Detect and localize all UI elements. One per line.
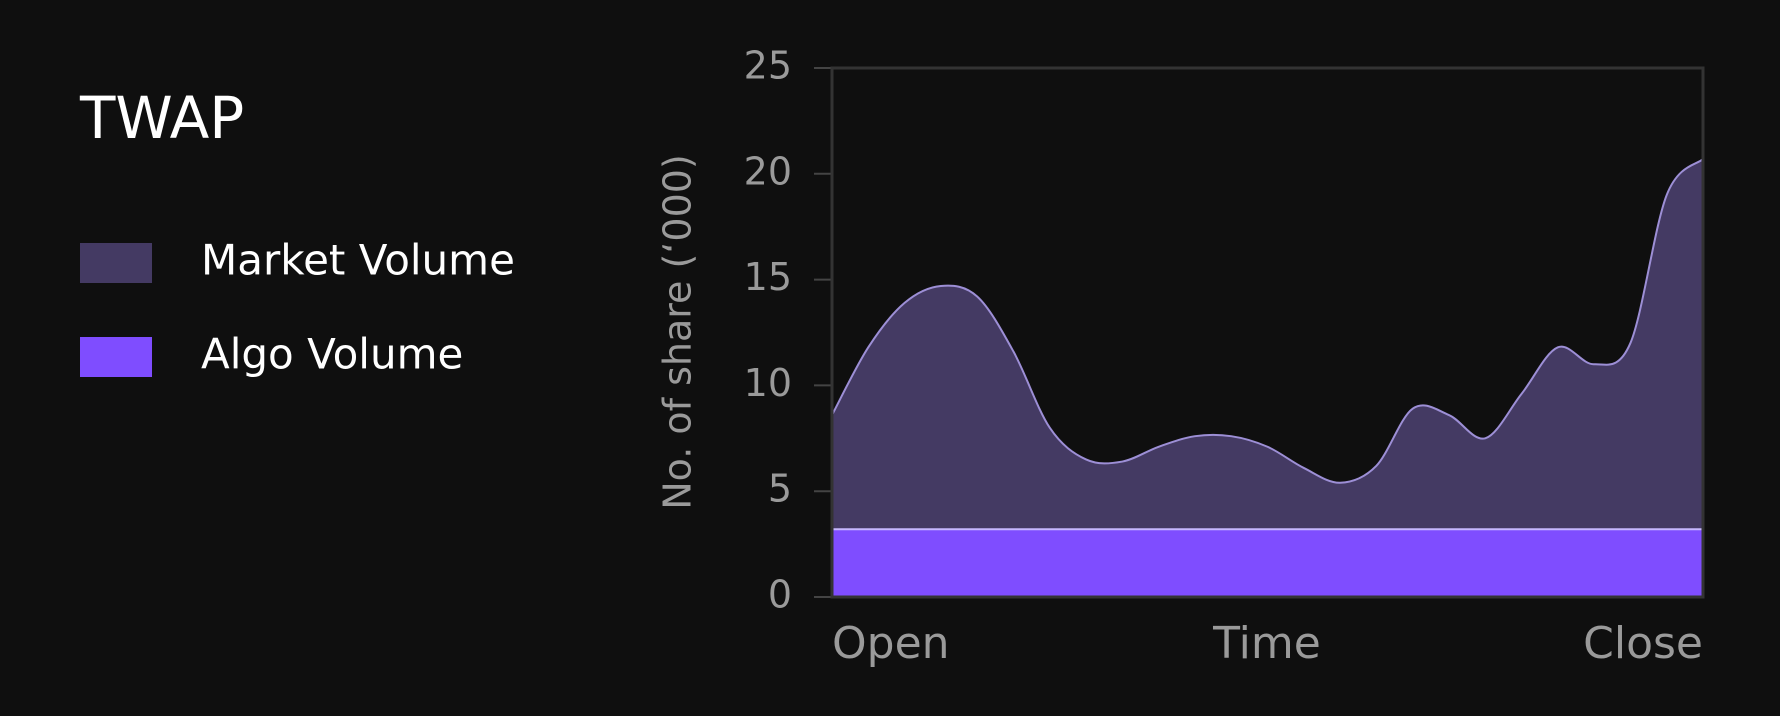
legend-swatch [80,243,152,283]
legend-swatch [80,337,152,377]
area-line [831,158,1704,484]
legend-label: Market Volume [201,236,515,285]
y-tick-label: 0 [768,573,792,617]
legend-label: Algo Volume [201,330,463,379]
y-axis-label: No. of share (‘000) [656,154,700,510]
chart-title: TWAP [79,84,244,152]
y-tick-label: 20 [744,149,792,193]
x-axis-label: Time [1212,618,1321,669]
y-tick-label: 15 [744,255,792,299]
area [832,529,1703,597]
y-tick-label: 25 [744,44,792,88]
x-tick-label: Close [1583,618,1703,669]
area [832,158,1703,597]
y-tick-label: 5 [768,467,792,511]
x-tick-label: Open [832,618,950,669]
y-tick-label: 10 [744,361,792,405]
plot-frame [830,66,1705,599]
